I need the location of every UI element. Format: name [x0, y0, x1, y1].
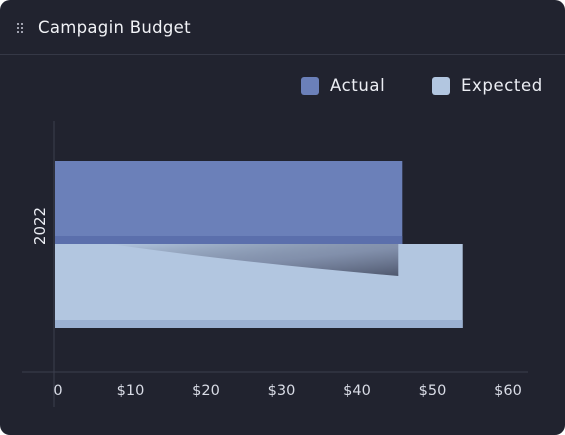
- bar-actual-base: [55, 236, 403, 244]
- legend-label-expected: Expected: [461, 76, 543, 95]
- card-header: Campagin Budget: [0, 0, 565, 55]
- x-tick-label-0: 0: [53, 383, 62, 399]
- legend-label-actual: Actual: [330, 76, 386, 95]
- legend-swatch-expected: [432, 77, 450, 95]
- x-tick-label-1: $10: [117, 383, 145, 399]
- bar-expected-base: [55, 320, 463, 328]
- drag-handle-icon[interactable]: [17, 23, 23, 33]
- x-tick-label-6: $60: [494, 383, 522, 399]
- x-tick-label-2: $20: [192, 383, 220, 399]
- x-tick-label-3: $30: [268, 383, 296, 399]
- bar-actual: [55, 161, 403, 244]
- x-tick-label-4: $40: [343, 383, 371, 399]
- card-title: Campagin Budget: [38, 18, 191, 37]
- x-tick-label-5: $50: [419, 383, 447, 399]
- legend-swatch-actual: [301, 77, 319, 95]
- bar-shadow: [110, 244, 399, 276]
- y-category-label-2022: 2022: [31, 207, 49, 245]
